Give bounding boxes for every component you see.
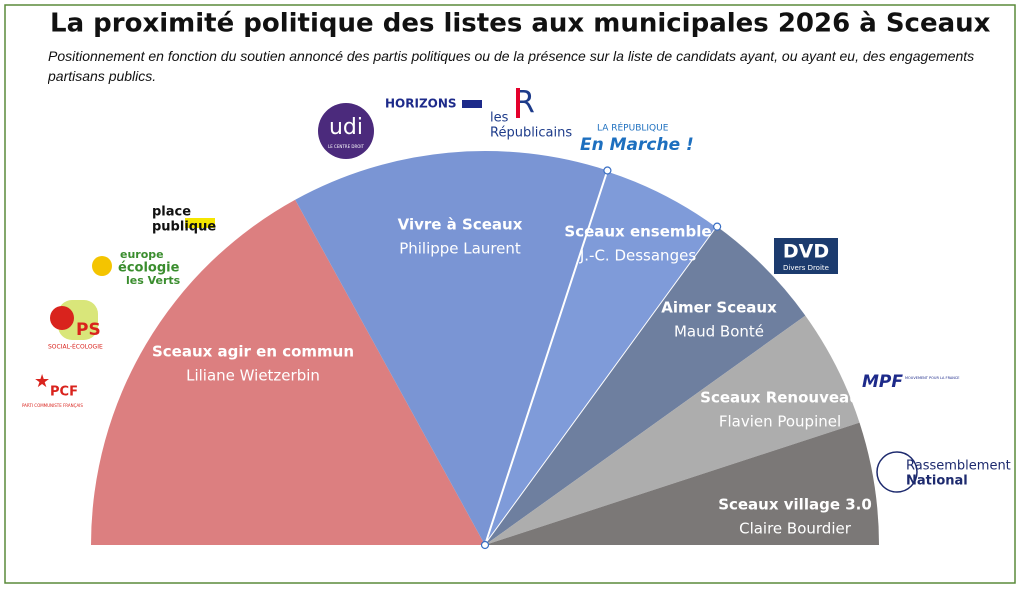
title: La proximité politique des listes aux mu… xyxy=(50,9,991,39)
logo-pcf: ★ PCF PARTI COMMUNISTE FRANÇAIS xyxy=(22,371,83,408)
sector xyxy=(485,226,806,546)
segment-candidate: Liliane Wietzerbin xyxy=(186,367,320,385)
logo-text: les xyxy=(490,111,509,126)
sectors: Sceaux agir en commun Liliane Wietzerbin V… xyxy=(91,151,879,550)
sector xyxy=(295,151,608,545)
logo-text: HORIZONS xyxy=(385,97,457,111)
logo-shape xyxy=(318,103,374,159)
logo-eelv: europe écologie les Verts xyxy=(92,248,181,287)
logo-lrem: LA RÉPUBLIQUE En Marche ! xyxy=(580,122,694,156)
logo-text: Divers Droite xyxy=(783,264,829,272)
logo-shape xyxy=(92,256,112,276)
logo-lr: R les Républicains xyxy=(490,86,572,141)
segment-candidate: J.-C. Dessanges xyxy=(579,247,696,265)
logo-text: En Marche ! xyxy=(580,135,694,155)
logo-text: publique xyxy=(152,220,216,235)
segment-name: Sceaux village 3.0 xyxy=(718,496,872,514)
segment-name: Sceaux agir en commun xyxy=(152,343,354,361)
logo-shape xyxy=(516,88,520,118)
logo-horizons: HORIZONS xyxy=(385,97,482,111)
segment-name: Vivre à Sceaux xyxy=(398,216,523,234)
segment-candidate: Philippe Laurent xyxy=(399,240,521,258)
logo-text: PS xyxy=(76,320,101,340)
segment-name: Sceaux Renouveau xyxy=(700,389,860,407)
sector xyxy=(485,315,860,545)
handle xyxy=(480,540,490,550)
sector xyxy=(91,199,485,545)
segment-candidate: Maud Bonté xyxy=(674,323,764,341)
logo-text: DVD xyxy=(783,241,829,263)
logo-udi: udi LE CENTRE DROIT xyxy=(318,103,374,159)
logo-text: europe xyxy=(120,248,164,261)
logo-text: les Verts xyxy=(126,274,181,287)
handle xyxy=(603,166,612,175)
subtitle-box: Positionnement en fonction du soutien an… xyxy=(48,48,975,84)
sector xyxy=(485,422,879,545)
logo-text: ★ xyxy=(34,371,50,392)
segment-name: Sceaux ensemble xyxy=(564,223,711,241)
logo-text: LA RÉPUBLIQUE xyxy=(597,122,669,134)
logo-rn: Rassemblement National xyxy=(876,451,1011,493)
logo-place-publique: place publique xyxy=(152,205,216,235)
logo-text: PARTI COMMUNISTE FRANÇAIS xyxy=(22,403,83,408)
logo-text: LE CENTRE DROIT xyxy=(328,144,365,149)
handle xyxy=(713,222,722,231)
logo-text: udi xyxy=(329,115,363,140)
logo-text: SOCIAL-ÉCOLOGIE xyxy=(48,343,103,351)
subtitle: Positionnement en fonction du soutien an… xyxy=(48,48,975,84)
logo-text: PCF xyxy=(50,385,78,400)
logo-mpf: MPF MOUVEMENT POUR LA FRANCE xyxy=(862,372,960,392)
logo-text: Rassemblement xyxy=(906,459,1011,474)
logo-text: Républicains xyxy=(490,126,572,141)
logo-text: écologie xyxy=(118,261,180,276)
logo-shape xyxy=(185,218,215,228)
logo-text: place xyxy=(152,205,191,220)
logo-shape xyxy=(876,451,918,493)
logo-shape xyxy=(50,306,74,330)
segment-name: Aimer Sceaux xyxy=(661,299,777,317)
logo-text: National xyxy=(906,474,968,489)
logo-text: MOUVEMENT POUR LA FRANCE xyxy=(905,376,960,380)
logo-ps: PS SOCIAL-ÉCOLOGIE xyxy=(48,300,103,351)
logo-text: MPF xyxy=(862,372,903,392)
logo-dvd: DVD Divers Droite xyxy=(774,238,838,274)
logo-shape xyxy=(774,238,838,274)
segment-candidate: Flavien Poupinel xyxy=(719,413,841,431)
segment-candidate: Claire Bourdier xyxy=(739,520,852,538)
logo-shape xyxy=(462,100,482,108)
